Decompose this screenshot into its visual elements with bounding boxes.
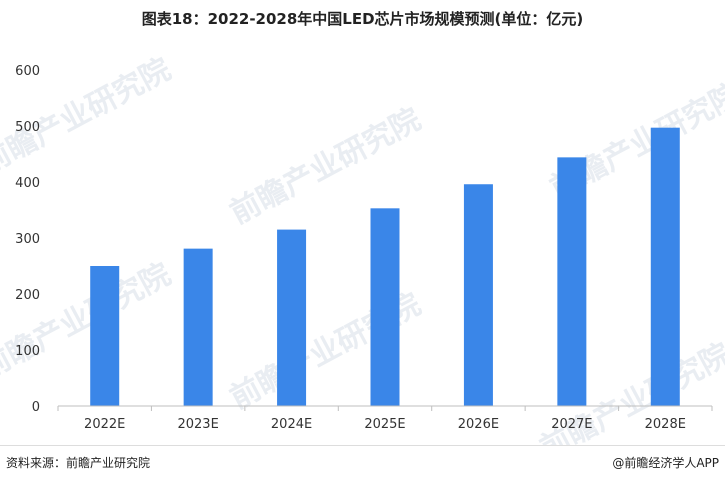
y-tick-label: 200 xyxy=(15,288,40,303)
bar-2022E xyxy=(90,266,120,406)
y-axis: 0 100 200 300 400 500 600 xyxy=(15,64,40,415)
y-tick-label: 100 xyxy=(15,344,40,359)
bar-2024E xyxy=(277,229,307,406)
source-note: 资料来源：前瞻产业研究院 xyxy=(6,456,151,470)
credit-note: @前瞻经济学人APP xyxy=(612,456,719,470)
y-tick-label: 500 xyxy=(15,120,40,135)
footer: 资料来源：前瞻产业研究院 @前瞻经济学人APP xyxy=(0,445,725,482)
bar-2025E xyxy=(370,208,400,406)
x-axis: 2022E 2023E 2024E 2025E 2026E 2027E 2028E xyxy=(57,405,713,432)
chart-title: 图表18：2022-2028年中国LED芯片市场规模预测(单位：亿元) xyxy=(141,10,584,28)
x-tick-label: 2023E xyxy=(177,417,218,432)
bar-2026E xyxy=(463,184,493,406)
bar-2028E xyxy=(650,127,680,407)
bar-2023E xyxy=(183,248,213,406)
bars xyxy=(90,127,680,407)
x-tick-label: 2026E xyxy=(458,417,499,432)
watermark-text: 前瞻产业研究院 xyxy=(0,257,176,386)
y-tick-label: 600 xyxy=(15,64,40,79)
y-tick-label: 400 xyxy=(15,176,40,191)
x-tick-label: 2022E xyxy=(84,417,125,432)
y-tick-label: 300 xyxy=(15,232,40,247)
x-tick-label: 2027E xyxy=(551,417,592,432)
bar-2027E xyxy=(557,157,587,406)
x-tick-label: 2024E xyxy=(271,417,312,432)
x-tick-label: 2025E xyxy=(364,417,405,432)
y-tick-label: 0 xyxy=(32,400,40,415)
x-tick-label: 2028E xyxy=(645,417,686,432)
